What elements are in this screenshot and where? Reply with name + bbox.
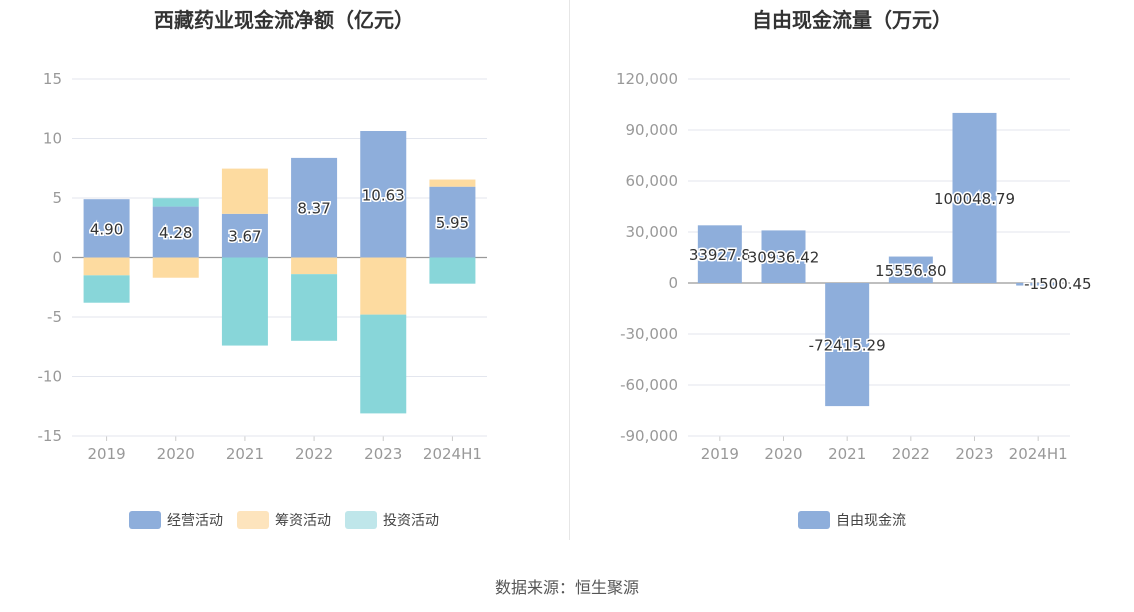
data-label: 4.90 <box>90 220 123 238</box>
y-tick-label: -10 <box>38 368 63 386</box>
bar <box>291 274 338 341</box>
bar <box>952 112 997 283</box>
data-label: 3.67 <box>228 228 261 246</box>
chart-title: 西藏药业现金流净额（亿元） <box>154 8 414 32</box>
bar <box>291 257 338 275</box>
y-tick-label: 0 <box>52 249 62 267</box>
y-tick-label: 120,000 <box>616 70 678 88</box>
data-label: 33927.8 <box>689 246 751 264</box>
bar <box>761 230 806 283</box>
data-label: 100048.79 <box>934 190 1015 208</box>
data-label: 30936.42 <box>748 249 820 267</box>
data-label: 8.37 <box>297 200 330 218</box>
panel-divider <box>569 0 570 540</box>
bar <box>83 275 130 303</box>
y-tick-label: 0 <box>668 274 678 292</box>
legend: 经营活动 筹资活动 投资活动 <box>0 510 568 530</box>
legend-item[interactable]: 经营活动 <box>129 510 223 530</box>
legend-item[interactable]: 投资活动 <box>345 510 439 530</box>
legend-item[interactable]: 自由现金流 <box>798 510 906 530</box>
data-label: -72415.29 <box>809 337 886 355</box>
bar <box>221 168 268 214</box>
y-tick-label: 60,000 <box>626 172 679 190</box>
bar <box>360 257 407 315</box>
legend-swatch <box>129 511 161 529</box>
x-tick-label: 2024H1 <box>423 445 482 463</box>
data-label: -1500.45 <box>1024 275 1091 293</box>
legend: 自由现金流 <box>570 510 1134 530</box>
y-tick-label: 10 <box>43 130 62 148</box>
legend-label: 筹资活动 <box>275 513 331 529</box>
y-tick-label: -30,000 <box>620 325 678 343</box>
y-tick-label: -60,000 <box>620 376 678 394</box>
data-label: 4.28 <box>159 224 192 242</box>
bar <box>291 157 338 258</box>
cashflow-net-panel: 西藏药业现金流净额（亿元） 15 10 5 0 -5 -10 -15 4.90 4.28 3.67… <box>0 0 568 545</box>
legend-label: 自由现金流 <box>836 513 906 529</box>
bar <box>1016 283 1061 286</box>
x-tick-label: 2024H1 <box>1009 445 1068 463</box>
y-tick-label: 30,000 <box>626 223 679 241</box>
legend-label: 经营活动 <box>167 513 223 529</box>
bar <box>888 256 933 283</box>
bar <box>152 198 199 207</box>
chart-title: 自由现金流量（万元） <box>752 8 952 32</box>
x-tick-label: 2021 <box>828 445 866 463</box>
bar <box>697 225 742 283</box>
bar <box>221 257 268 346</box>
bar <box>429 179 476 187</box>
legend-item[interactable]: 筹资活动 <box>237 510 331 530</box>
x-tick-label: 2022 <box>295 445 333 463</box>
bar <box>221 213 268 258</box>
legend-swatch <box>237 511 269 529</box>
legend-label: 投资活动 <box>383 513 439 529</box>
x-tick-label: 2019 <box>701 445 739 463</box>
cashflow-net-chart: 15 10 5 0 -5 -10 -15 4.90 4.28 3.67 8.37 10.63 5.95 2… <box>38 70 487 463</box>
free-cashflow-panel: 自由现金流量（万元） 120,000 90,000 60,000 30,000 0 -30… <box>570 0 1134 545</box>
bar <box>152 257 199 278</box>
x-tick-label: 2022 <box>892 445 930 463</box>
y-tick-label: -15 <box>38 427 63 445</box>
data-label: 10.63 <box>362 186 405 204</box>
bar <box>825 283 870 407</box>
x-tick-label: 2020 <box>157 445 195 463</box>
x-tick-label: 2021 <box>226 445 264 463</box>
bar <box>360 131 407 258</box>
data-label: 15556.80 <box>875 262 947 280</box>
data-label: 5.95 <box>436 214 469 232</box>
bar <box>360 314 407 414</box>
y-tick-label: 90,000 <box>626 121 679 139</box>
bar <box>152 206 199 258</box>
x-tick-label: 2023 <box>955 445 993 463</box>
x-tick-label: 2020 <box>764 445 802 463</box>
legend-swatch <box>798 511 830 529</box>
y-tick-label: 15 <box>43 70 62 88</box>
bar <box>429 257 476 284</box>
bar <box>83 199 130 258</box>
bar <box>83 257 130 276</box>
y-tick-label: -5 <box>47 308 62 326</box>
y-tick-label: -90,000 <box>620 427 678 445</box>
data-source-note: 数据来源：恒生聚源 <box>494 578 639 597</box>
legend-swatch <box>345 511 377 529</box>
x-tick-label: 2019 <box>87 445 125 463</box>
bar <box>429 186 476 258</box>
free-cashflow-chart: 120,000 90,000 60,000 30,000 0 -30,000 -60,000… <box>616 70 1093 463</box>
x-tick-label: 2023 <box>364 445 402 463</box>
y-tick-label: 5 <box>52 189 62 207</box>
